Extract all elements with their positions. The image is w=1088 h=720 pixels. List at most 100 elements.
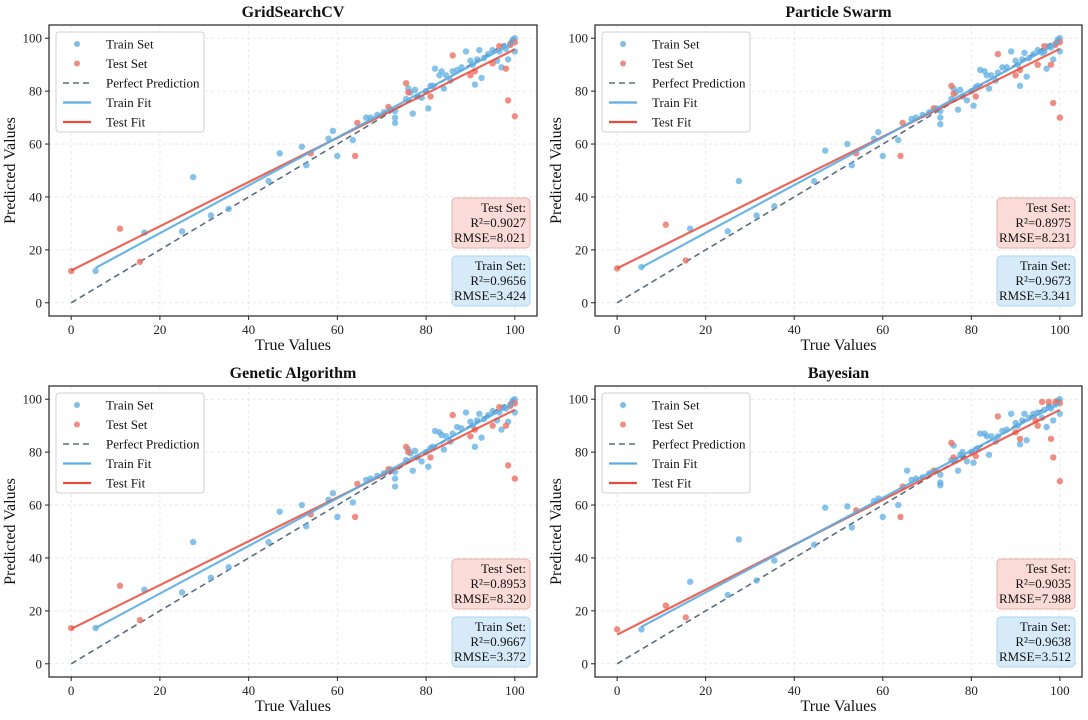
train-fit-line bbox=[95, 401, 516, 630]
x-tick-label: 40 bbox=[788, 322, 801, 337]
test-point bbox=[502, 65, 510, 72]
legend-box bbox=[601, 31, 751, 133]
x-tick-label: 100 bbox=[505, 322, 525, 337]
legend-item: Test Set bbox=[74, 56, 148, 71]
train-point bbox=[349, 499, 357, 506]
test-point bbox=[502, 422, 510, 429]
legend-item: Test Fit bbox=[609, 115, 692, 130]
train-point bbox=[276, 508, 283, 515]
x-tick-label: 60 bbox=[331, 322, 344, 337]
train-point bbox=[963, 97, 971, 104]
legend-item: Perfect Prediction bbox=[609, 437, 746, 452]
test-point bbox=[116, 225, 124, 232]
plot-content bbox=[613, 35, 1064, 304]
y-tick-label: 0 bbox=[582, 295, 589, 310]
train-point bbox=[498, 426, 505, 433]
y-tick-label: 40 bbox=[29, 189, 42, 204]
test-point bbox=[1034, 61, 1041, 68]
panel-bayesian: 0 20 40 60 80 100 0 20 40 60 80 100 True Values Predi… bbox=[548, 365, 1083, 715]
legend-label: Perfect Prediction bbox=[652, 76, 746, 91]
legend-label: Train Fit bbox=[106, 95, 152, 110]
y-tick-label: 20 bbox=[575, 603, 588, 618]
train-point bbox=[771, 203, 778, 210]
stats-r2: R²=0.9638 bbox=[1015, 634, 1071, 649]
stats-title: Train Set: bbox=[1020, 619, 1071, 634]
y-tick-label: 80 bbox=[575, 84, 588, 99]
train-point bbox=[903, 467, 911, 474]
x-axis-label: True Values bbox=[800, 698, 876, 715]
test-point bbox=[467, 72, 474, 79]
stats-rmse: RMSE=8.231 bbox=[999, 230, 1071, 245]
legend-item: Perfect Prediction bbox=[63, 76, 200, 91]
legend: Train Set Test Set Perfect Prediction Train… bbox=[55, 31, 205, 133]
train-point bbox=[178, 228, 186, 235]
y-axis-label: Predicted Values bbox=[548, 117, 565, 224]
legend-label: Train Fit bbox=[652, 95, 698, 110]
y-tick-label: 20 bbox=[29, 603, 42, 618]
x-tick-label: 0 bbox=[614, 322, 621, 337]
x-tick-label: 100 bbox=[1050, 322, 1070, 337]
legend-label: Test Set bbox=[652, 417, 694, 432]
train-point bbox=[391, 483, 399, 490]
stats-rmse: RMSE=3.512 bbox=[999, 649, 1071, 664]
legend-label: Test Fit bbox=[106, 115, 146, 130]
stats-rmse: RMSE=8.021 bbox=[454, 230, 526, 245]
x-tick-label: 40 bbox=[242, 683, 255, 698]
train-point bbox=[265, 177, 272, 185]
train-point bbox=[440, 446, 448, 453]
x-tick-label: 80 bbox=[420, 322, 433, 337]
panel-title: GridSearchCV bbox=[242, 4, 345, 21]
train-point bbox=[848, 162, 855, 169]
train-point bbox=[1023, 437, 1030, 444]
train-marker-icon bbox=[74, 402, 80, 408]
x-tick-label: 20 bbox=[153, 683, 166, 698]
train-point bbox=[391, 119, 399, 127]
test-point bbox=[1041, 42, 1048, 50]
panel-title: Bayesian bbox=[808, 365, 869, 382]
test-point bbox=[1050, 454, 1057, 461]
stats-box-bg bbox=[996, 558, 1076, 610]
test-fit-line bbox=[70, 408, 516, 630]
test-point bbox=[897, 513, 904, 521]
stats-title: Test Set: bbox=[1026, 561, 1071, 576]
y-tick-label: 0 bbox=[582, 656, 589, 671]
ticks: 0 20 40 60 80 100 0 20 40 60 80 100 bbox=[569, 392, 1070, 698]
legend-label: Test Set bbox=[106, 56, 148, 71]
train-point bbox=[875, 128, 882, 136]
test-point bbox=[662, 221, 670, 228]
legend: Train Set Test Set Perfect Prediction Train… bbox=[601, 392, 751, 494]
stats-box-bg bbox=[996, 616, 1076, 668]
test-point bbox=[116, 582, 124, 589]
train-point bbox=[189, 173, 197, 181]
x-tick-label: 0 bbox=[614, 683, 621, 698]
stats-rmse: RMSE=8.320 bbox=[454, 591, 526, 606]
train-point bbox=[489, 407, 496, 415]
legend-label: Test Fit bbox=[652, 115, 692, 130]
train-point bbox=[976, 430, 984, 437]
ticks: 0 20 40 60 80 100 0 20 40 60 80 100 bbox=[569, 31, 1070, 337]
y-tick-label: 100 bbox=[569, 31, 589, 46]
test-point bbox=[1056, 114, 1064, 121]
y-tick-label: 80 bbox=[29, 84, 42, 99]
train-point bbox=[478, 74, 485, 82]
stats-r2: R²=0.8975 bbox=[1015, 215, 1071, 230]
test-point bbox=[682, 257, 689, 264]
legend-item: Test Fit bbox=[609, 476, 692, 491]
test-point bbox=[405, 448, 412, 456]
test-point bbox=[897, 152, 904, 160]
test-point bbox=[351, 152, 359, 160]
y-tick-label: 100 bbox=[23, 31, 43, 46]
legend-item: Train Fit bbox=[63, 456, 152, 471]
test-point bbox=[136, 258, 144, 265]
legend-label: Train Fit bbox=[106, 456, 152, 471]
legend-label: Perfect Prediction bbox=[652, 437, 746, 452]
legend-item: Perfect Prediction bbox=[63, 437, 200, 452]
y-tick-label: 60 bbox=[29, 137, 42, 152]
test-point bbox=[427, 454, 434, 461]
test-point bbox=[402, 443, 410, 451]
legend-item: Test Fit bbox=[63, 115, 146, 130]
y-tick-label: 100 bbox=[23, 392, 43, 407]
